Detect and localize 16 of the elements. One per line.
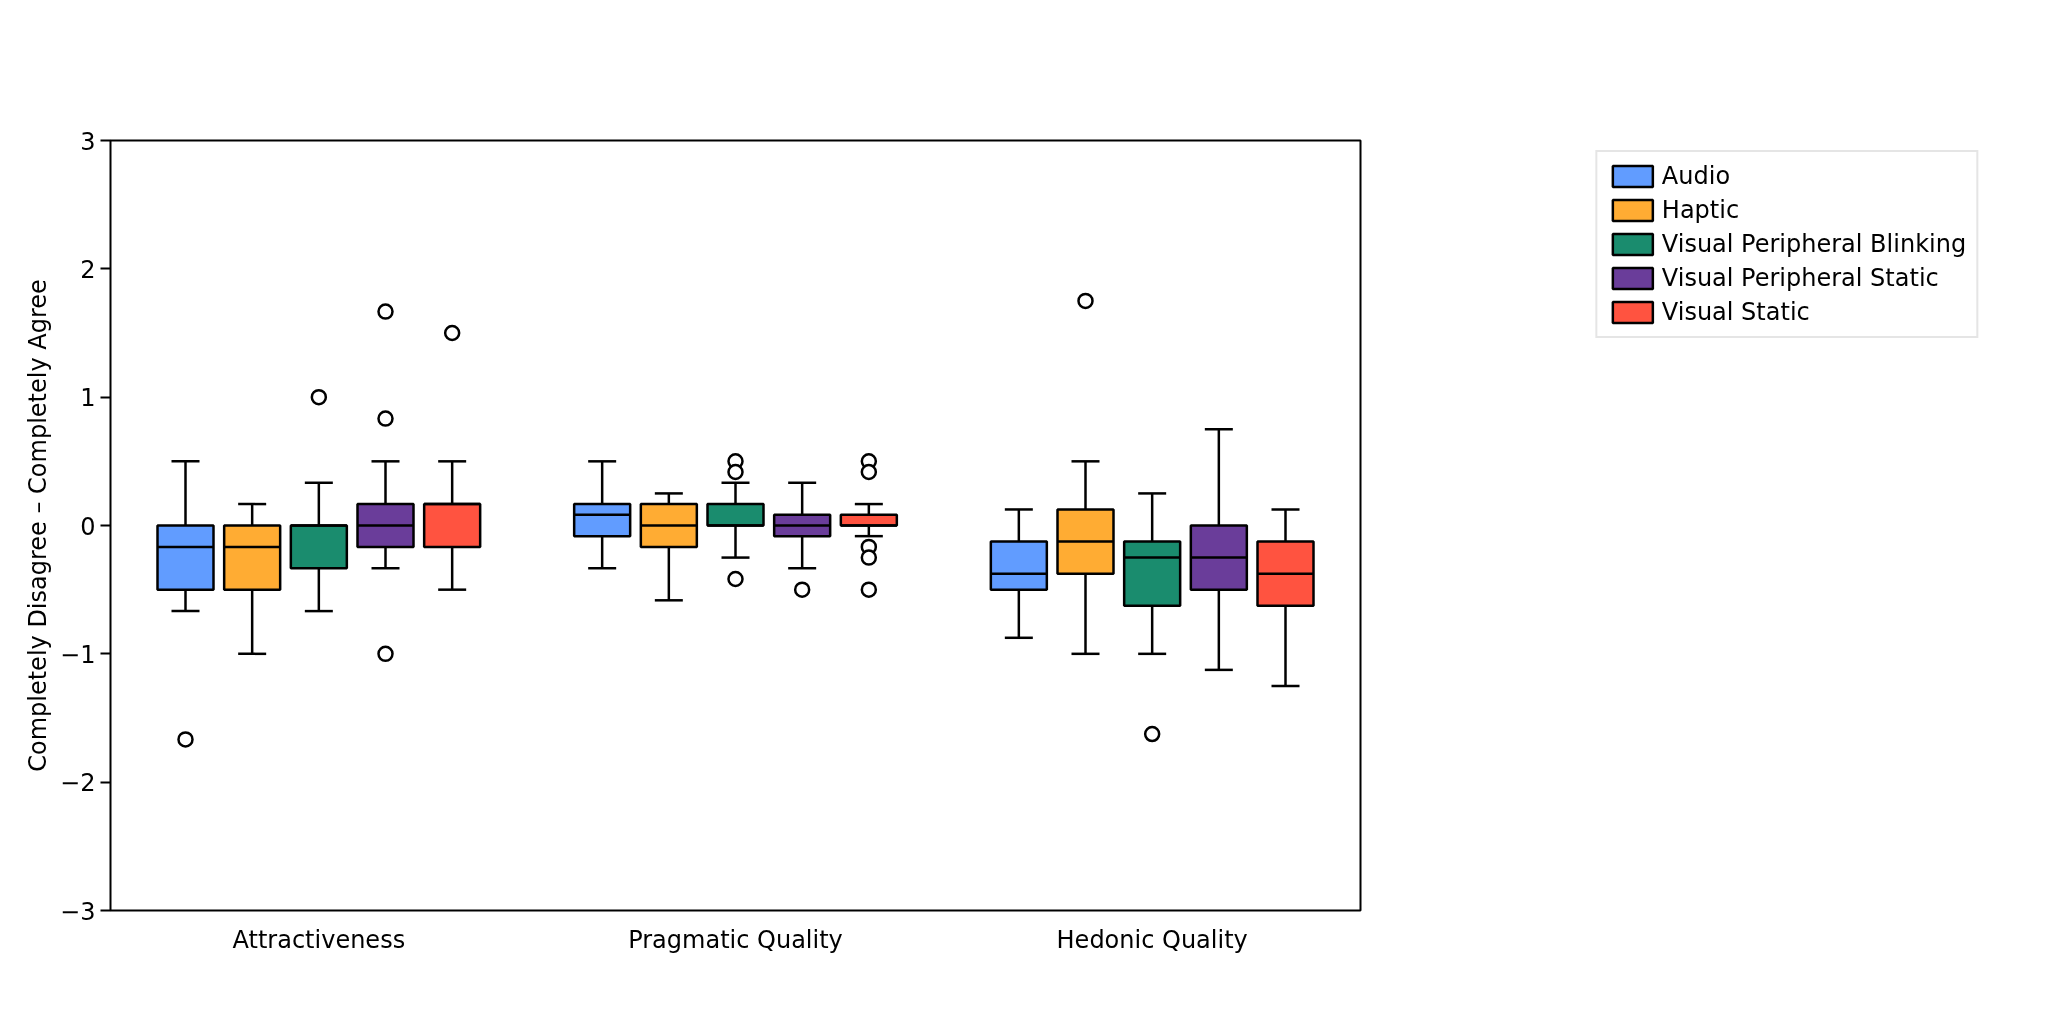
y-tick-label: −2 bbox=[60, 769, 96, 798]
y-tick-label: 1 bbox=[80, 384, 96, 413]
x-tick-label: Hedonic Quality bbox=[1056, 925, 1248, 954]
y-tick-label: −3 bbox=[60, 897, 96, 926]
legend-label: Visual Static bbox=[1661, 298, 1810, 326]
legend-label: Visual Peripheral Blinking bbox=[1661, 230, 1967, 258]
y-axis-title: Completely Disagree – Completely Agree bbox=[24, 279, 53, 772]
y-tick-label: 2 bbox=[80, 255, 96, 284]
y-tick-label: −1 bbox=[60, 640, 96, 669]
legend-label: Visual Peripheral Static bbox=[1661, 264, 1939, 292]
x-tick-label: Attractiveness bbox=[232, 925, 406, 954]
x-tick-label: Pragmatic Quality bbox=[628, 925, 843, 954]
y-tick-label: 0 bbox=[80, 512, 96, 541]
y-tick-label: 3 bbox=[80, 127, 96, 156]
legend-label: Haptic bbox=[1661, 196, 1740, 224]
legend-label: Audio bbox=[1661, 162, 1731, 190]
